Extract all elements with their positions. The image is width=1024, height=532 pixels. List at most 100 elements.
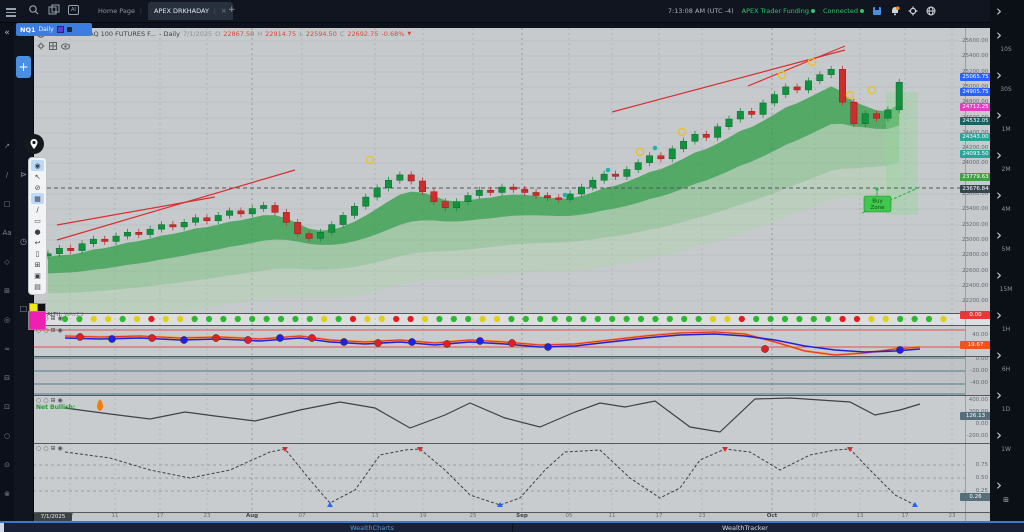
- symbol-interval[interactable]: - Daily: [159, 30, 180, 38]
- target-icon[interactable]: ⊙: [4, 461, 10, 469]
- gear-icon[interactable]: [908, 6, 918, 16]
- timeframe-1d[interactable]: 1D: [1001, 406, 1011, 413]
- pennant-icon[interactable]: ⊳: [20, 170, 27, 179]
- circle-icon[interactable]: ○: [43, 327, 49, 334]
- color-swatch-magenta[interactable]: [28, 311, 46, 330]
- search-icon[interactable]: [28, 4, 39, 15]
- diamond-icon[interactable]: ◇: [4, 258, 10, 266]
- menu-icon[interactable]: [6, 6, 16, 19]
- dot-box-icon[interactable]: ⊡: [4, 403, 10, 411]
- circle-icon[interactable]: ○: [43, 397, 49, 404]
- strip-chevron-icon[interactable]: ›: [996, 386, 1002, 404]
- timeframe-1h[interactable]: 1H: [1001, 326, 1011, 333]
- chip-settings-icon[interactable]: [66, 27, 72, 32]
- clock-icon[interactable]: ◷: [20, 237, 27, 246]
- timeframe-1w[interactable]: 1W: [1001, 446, 1011, 453]
- strip-chevron-icon[interactable]: ›: [996, 106, 1002, 124]
- trendline-drawing[interactable]: [747, 45, 846, 87]
- bullseye-icon[interactable]: ◎: [3, 316, 11, 324]
- cross-circle-icon[interactable]: ⊗: [4, 490, 10, 498]
- strip-chevron-icon[interactable]: ›: [996, 2, 1002, 20]
- strip-chevron-icon[interactable]: ›: [996, 146, 1002, 164]
- collapse-sidebar-icon[interactable]: «: [4, 28, 10, 38]
- tab-wealthcharts[interactable]: WealthCharts: [350, 524, 394, 532]
- strip-chevron-icon[interactable]: ›: [996, 26, 1002, 44]
- trendline-drawing[interactable]: [56, 196, 216, 226]
- collapse-icon[interactable]: ○: [36, 327, 42, 334]
- strip-chevron-icon[interactable]: ›: [996, 476, 1002, 494]
- grid-icon[interactable]: ⊞: [50, 445, 56, 452]
- eye-icon[interactable]: ◉: [31, 160, 44, 171]
- eye-icon[interactable]: [61, 42, 70, 50]
- trendline-drawing[interactable]: [611, 49, 846, 113]
- strip-chevron-icon[interactable]: ›: [996, 266, 1002, 284]
- trend-line-icon[interactable]: ↗: [4, 142, 10, 150]
- new-tab-button[interactable]: +: [228, 5, 236, 15]
- strip-chevron-icon[interactable]: ›: [996, 426, 1002, 444]
- strip-chevron-icon[interactable]: ›: [996, 226, 1002, 244]
- calendar-icon[interactable]: □: [19, 304, 28, 313]
- grid-icon[interactable]: [49, 42, 57, 50]
- tab-apex[interactable]: APEX DRKHADAY ⋮ ×: [148, 2, 233, 20]
- collapse-icon[interactable]: ○: [36, 397, 42, 404]
- account-name[interactable]: APEX Trader Funding: [742, 7, 815, 15]
- palette-drag-handle[interactable]: [24, 134, 44, 154]
- wave-tool-icon[interactable]: ≈: [4, 345, 10, 353]
- timeframe-30s[interactable]: 30S: [1000, 86, 1012, 93]
- clipboard-icon[interactable]: ▤: [34, 282, 41, 291]
- tag-icon[interactable]: ▭: [34, 216, 41, 225]
- strip-chevron-icon[interactable]: ›: [996, 66, 1002, 84]
- collapse-icon[interactable]: ○: [36, 445, 42, 452]
- strip-chevron-icon[interactable]: ›: [996, 346, 1002, 364]
- dot-icon[interactable]: ●: [34, 227, 41, 236]
- eye-icon[interactable]: ◉: [57, 327, 63, 334]
- chart-settings-icon[interactable]: [37, 42, 45, 50]
- strip-chevron-icon[interactable]: ›: [996, 186, 1002, 204]
- tab-options-icon[interactable]: ⋮: [138, 7, 144, 15]
- chart-snapshot-icon[interactable]: ▦: [31, 193, 44, 204]
- timeframe-2m[interactable]: 2M: [1001, 166, 1011, 173]
- measure-icon[interactable]: ⊟: [4, 374, 10, 382]
- add-button[interactable]: +: [16, 56, 31, 78]
- grid-icon[interactable]: ⊞: [50, 397, 56, 404]
- timeframe-15m[interactable]: 15M: [999, 286, 1013, 293]
- chip-color-square[interactable]: [56, 26, 64, 33]
- save-icon[interactable]: [872, 6, 882, 16]
- line-icon[interactable]: ∕: [36, 205, 39, 214]
- timeframe-6h[interactable]: 6H: [1001, 366, 1011, 373]
- grid-icon[interactable]: ⊞: [50, 327, 56, 334]
- eye-icon[interactable]: ◉: [57, 397, 63, 404]
- tab-options-icon[interactable]: ⋮: [211, 7, 218, 15]
- trash-icon[interactable]: ▯: [35, 249, 40, 258]
- grid-icon[interactable]: ⊞: [34, 260, 41, 269]
- layers-icon[interactable]: [48, 4, 60, 15]
- circle-icon[interactable]: ○: [43, 445, 49, 452]
- eye-icon[interactable]: ◉: [57, 315, 63, 322]
- timeframe-1m[interactable]: 1M: [1001, 126, 1011, 133]
- image-icon[interactable]: ▣: [34, 271, 41, 280]
- strip-grid-icon[interactable]: ⊞: [1003, 496, 1009, 504]
- text-tool-icon[interactable]: Aa: [2, 229, 12, 237]
- tab-close-icon[interactable]: ×: [220, 7, 227, 15]
- ban-icon[interactable]: ⊘: [34, 183, 41, 192]
- trendline-drawing[interactable]: [56, 169, 296, 241]
- timeframe-4m[interactable]: 4M: [1001, 206, 1011, 213]
- rectangle-icon[interactable]: □: [3, 200, 11, 208]
- line-icon[interactable]: ∕: [5, 171, 9, 179]
- globe-icon[interactable]: [926, 6, 936, 16]
- bell-icon[interactable]: [890, 6, 900, 16]
- grid-tool-icon[interactable]: ⊞: [4, 287, 10, 295]
- symbol-name[interactable]: E-MINI NASDAQ 100 FUTURES F...: [48, 30, 157, 38]
- circle-tool-icon[interactable]: ○: [3, 432, 11, 440]
- timeframe-10s[interactable]: 10S: [1000, 46, 1012, 53]
- timeframe-5m[interactable]: 5M: [1001, 246, 1011, 253]
- ai-assistant-icon[interactable]: AI: [68, 5, 79, 15]
- eye-icon[interactable]: ◉: [57, 445, 63, 452]
- grid-icon[interactable]: ⊞: [50, 315, 56, 322]
- symbol-chip[interactable]: NQ1 Daily: [16, 23, 92, 36]
- tab-wealthtracker[interactable]: WealthTracker: [722, 524, 768, 532]
- cursor-icon[interactable]: ↖: [34, 172, 41, 181]
- undo-icon[interactable]: ↩: [34, 238, 41, 247]
